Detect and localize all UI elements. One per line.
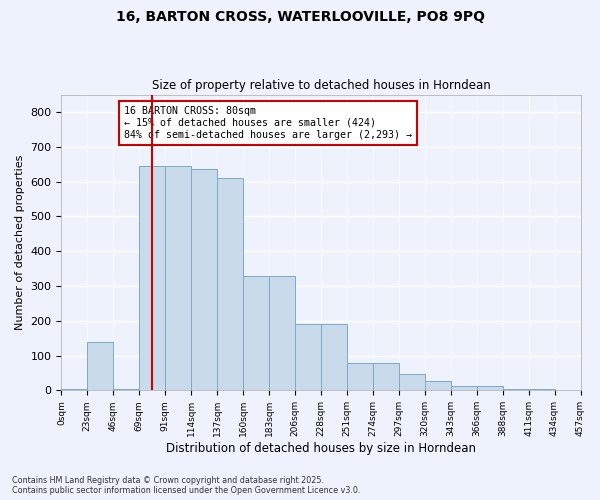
Title: Size of property relative to detached houses in Horndean: Size of property relative to detached ho… xyxy=(152,79,490,92)
Bar xyxy=(373,362,399,390)
Bar xyxy=(476,386,503,390)
Text: 16, BARTON CROSS, WATERLOOVILLE, PO8 9PQ: 16, BARTON CROSS, WATERLOOVILLE, PO8 9PQ xyxy=(115,10,485,24)
Bar xyxy=(88,342,113,390)
Bar xyxy=(165,166,191,390)
Bar xyxy=(243,276,269,390)
Text: Contains HM Land Registry data © Crown copyright and database right 2025.
Contai: Contains HM Land Registry data © Crown c… xyxy=(12,476,361,495)
Bar xyxy=(451,386,476,390)
Bar xyxy=(191,170,217,390)
Y-axis label: Number of detached properties: Number of detached properties xyxy=(15,155,25,330)
Bar xyxy=(217,178,243,390)
Bar xyxy=(295,324,321,390)
Bar xyxy=(269,276,295,390)
X-axis label: Distribution of detached houses by size in Horndean: Distribution of detached houses by size … xyxy=(166,442,476,455)
Bar xyxy=(399,374,425,390)
Bar xyxy=(139,166,165,390)
Bar xyxy=(425,380,451,390)
Bar xyxy=(321,324,347,390)
Bar xyxy=(347,362,373,390)
Text: 16 BARTON CROSS: 80sqm
← 15% of detached houses are smaller (424)
84% of semi-de: 16 BARTON CROSS: 80sqm ← 15% of detached… xyxy=(124,106,412,140)
Bar xyxy=(503,388,529,390)
